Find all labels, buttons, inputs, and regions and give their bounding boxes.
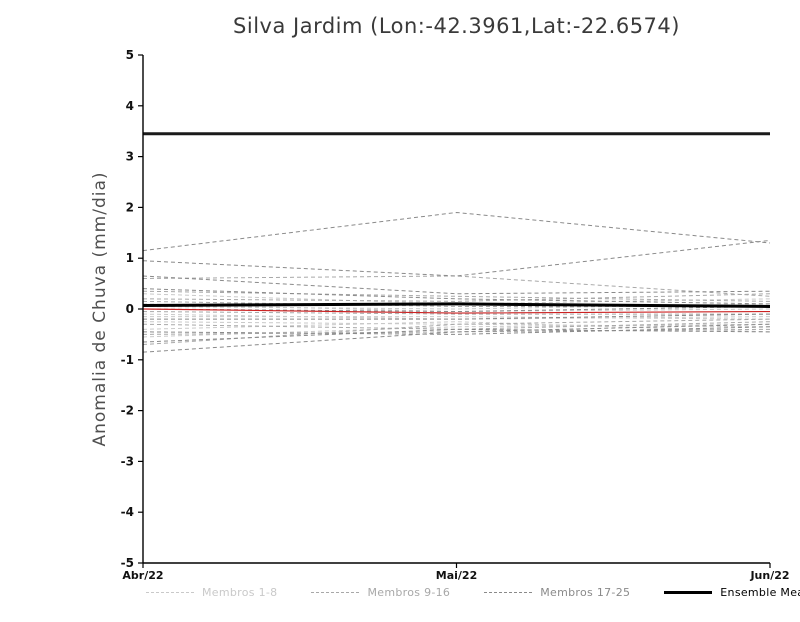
legend-item: Ensemble Mean xyxy=(664,586,800,599)
y-tick-label: -4 xyxy=(121,505,134,519)
x-tick-label: Mai/22 xyxy=(436,569,477,582)
y-axis-title: Anomalia de Chuva (mm/dia) xyxy=(90,171,110,447)
legend-item: Membros 17-25 xyxy=(484,586,630,599)
ensemble-member-line xyxy=(142,239,771,277)
chart-title: Silva Jardim (Lon:-42.3961,Lat:-22.6574) xyxy=(233,14,680,38)
legend-line-sample xyxy=(311,592,360,593)
y-tick-label: 4 xyxy=(126,99,134,113)
y-tick-label: -2 xyxy=(121,404,134,418)
x-tick-label: Jun/22 xyxy=(749,569,789,582)
legend-label: Membros 17-25 xyxy=(540,586,631,599)
legend-item: Membros 9-16 xyxy=(311,586,450,599)
ensemble-member-line xyxy=(142,211,771,252)
legend-label: Membros 9-16 xyxy=(367,586,451,599)
y-tick-label: -3 xyxy=(121,454,134,468)
y-tick-label: -5 xyxy=(121,556,134,570)
ensemble-member-line xyxy=(142,328,771,335)
y-tick-label: -1 xyxy=(121,353,134,367)
legend-item: Membros 1-8 xyxy=(146,586,277,599)
y-tick-label: 1 xyxy=(126,251,134,265)
ensemble-member-line xyxy=(142,318,771,346)
x-tick-label: Abr/22 xyxy=(122,569,163,582)
red-line xyxy=(142,308,771,314)
ensemble-member-line xyxy=(142,275,771,295)
ensemble-member-line xyxy=(142,328,771,343)
y-tick-label: 3 xyxy=(126,150,134,164)
ensemble-member-line xyxy=(142,275,771,297)
legend-line-sample xyxy=(664,591,713,594)
legend-label: Ensemble Mean xyxy=(720,586,800,599)
legend-line-sample xyxy=(484,592,533,593)
ensemble-mean-line xyxy=(142,302,771,308)
chart-legend: Membros 1-8 Membros 9-16 Membros 17-25 Ense… xyxy=(146,586,800,599)
legend-line-sample xyxy=(146,592,194,593)
legend-label: Membros 1-8 xyxy=(202,586,278,599)
y-tick-label: 0 xyxy=(126,302,134,316)
y-tick-label: 2 xyxy=(126,200,134,214)
y-tick-label: 5 xyxy=(126,48,134,62)
